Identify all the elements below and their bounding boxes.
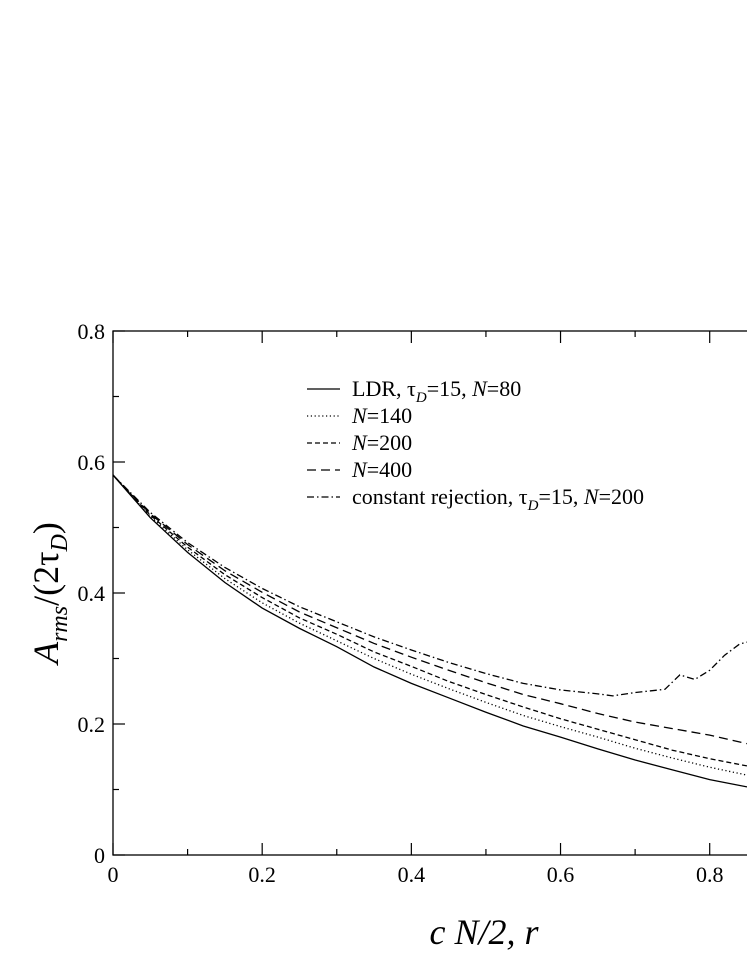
- tick-labels: 0 0.2 0.4 0.6 0.8 0 0.2 0.4 0.6 0.8: [78, 319, 724, 887]
- x-tick-label: 0.6: [547, 862, 575, 887]
- legend-label-1: LDR, τD=15, N=80: [352, 376, 521, 406]
- axis-ticks: [112, 330, 711, 856]
- plot-area: [112, 330, 747, 856]
- x-tick-label: 0.4: [398, 862, 426, 887]
- legend-label-5: constant rejection, τD=15, N=200: [352, 484, 644, 514]
- series-line-3: [112, 474, 747, 767]
- plot-border: [112, 330, 747, 856]
- x-tick-label: 0.8: [696, 862, 724, 887]
- series-line-1: [112, 474, 747, 788]
- series-lines: [112, 474, 747, 788]
- x-tick-label: 0: [108, 862, 119, 887]
- y-axis-label: Arms/(2τD): [26, 522, 73, 666]
- y-tick-label: 0.4: [78, 581, 106, 606]
- series-line-2: [112, 474, 747, 776]
- y-tick-label: 0.8: [78, 319, 106, 344]
- x-tick-label: 0.2: [248, 862, 276, 887]
- y-tick-label: 0.2: [78, 712, 106, 737]
- y-tick-label: 0: [94, 843, 105, 868]
- legend-label-3: N=200: [351, 430, 412, 455]
- y-tick-label: 0.6: [78, 450, 106, 475]
- series-line-5: [112, 474, 747, 697]
- legend-label-2: N=140: [351, 403, 412, 428]
- legend-label-4: N=400: [351, 457, 412, 482]
- x-axis-label: c N/2, r: [429, 912, 539, 952]
- legend: LDR, τD=15, N=80N=140N=200N=400constant …: [307, 376, 644, 514]
- series-line-4: [112, 474, 747, 745]
